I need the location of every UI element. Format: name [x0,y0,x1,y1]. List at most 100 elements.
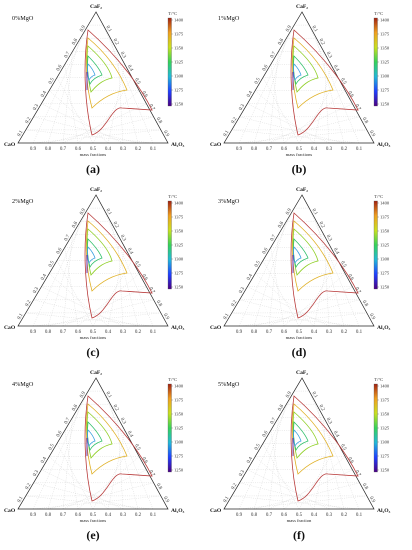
isotherm-1350 [86,411,113,459]
grid-line [231,495,360,510]
tick-label-left: 0.4 [40,456,48,464]
colorbar-tick-label: 1400 [174,201,184,206]
tick-label-bottom: 0.7 [266,513,273,518]
grid-line [32,208,89,327]
tick-label-left: 0.6 [262,247,270,255]
panel-label-a: (a) [73,162,113,177]
grid-line [313,247,331,327]
isotherm-group [84,29,153,136]
colorbar-tick-label: 1325 [174,60,184,65]
grid-line [316,221,345,327]
tick-label-left: 0.3 [239,103,247,111]
tick-label-left: 0.4 [246,90,254,98]
tick-label-bottom: 0.2 [135,513,142,518]
grid-line [253,482,360,510]
tick-label-right: 0.9 [368,496,376,504]
tick-label-right: 0.6 [140,91,148,99]
colorbar-tick-label: 1350 [380,229,390,234]
tick-label-bottom: 0.8 [251,513,258,518]
colorbar-tick-label: 1325 [380,426,390,431]
colorbar-tick-label: 1350 [380,46,390,51]
grid-line [298,77,339,144]
tick-label-left: 0.8 [72,38,80,46]
colorbar-tick-label: 1275 [380,454,390,459]
tick-label-left: 0.3 [33,286,41,294]
colorbar [167,200,172,290]
colorbar-unit: T/°C [374,377,383,382]
axis-name: mass fraction [287,518,312,523]
isotherm-1300 [292,63,302,82]
tick-label-left: 0.6 [56,430,64,438]
tick-label-right: 0.5 [339,261,347,269]
panel-label-b: (b) [279,162,319,177]
grid-lines [25,207,161,327]
corner-label-caf2: CaF₂ [296,370,308,376]
tick-label-right: 0.2 [112,38,120,46]
grid-line [247,286,330,327]
tick-label-right: 0.7 [354,104,362,112]
panel-label-f: (f) [279,528,319,543]
axis-name: mass fractions [286,152,313,157]
tick-label-left: 0.1 [17,495,25,503]
grid-line [231,129,360,144]
tick-label-right: 0.1 [104,208,112,216]
isotherm-1400 [84,395,153,502]
isotherm-1375 [85,403,128,475]
isotherm-1400 [84,29,153,136]
corner-label-al2o3: Al₂O₃ [171,142,185,148]
colorbar-tick-label: 1300 [380,257,390,262]
ternary-plot: 0.9 0.8 0.7 0.6 0.5 0.4 0.3 0.2 0.10.10.20.30.40… [210,187,391,340]
colorbar-tick-label: 1300 [174,257,184,262]
tick-label-left: 0.6 [56,247,64,255]
tick-label-bottom: 0.2 [341,513,348,518]
tick-label-right: 0.5 [133,444,141,452]
colorbar-tick-label: 1300 [380,74,390,79]
grid-line [262,443,300,510]
panel-letter: (f) [293,528,305,542]
tick-label-bottom: 0.5 [90,147,97,152]
tick-label-left: 0.5 [254,260,262,268]
tick-label-left: 0.4 [246,273,254,281]
colorbar-tick-label: 1375 [380,398,390,403]
tick-label-left: 0.8 [278,221,286,229]
grid-line [313,430,331,510]
colorbar [167,17,172,107]
tick-label-left: 0.5 [48,260,56,268]
tick-label-left: 0.7 [64,51,72,59]
grid-line [238,391,295,510]
tick-label-right: 0.5 [133,78,141,86]
tick-label-bottom: 0.8 [251,330,258,335]
tick-label-bottom: 0.8 [45,513,52,518]
tick-label-bottom: 0.8 [45,147,52,152]
panel-title: 1%MgO [218,15,240,22]
colorbar-tick-label: 1375 [174,398,184,403]
grid-line [247,103,330,144]
colorbar-tick-label: 1350 [174,46,184,51]
tick-label-bottom: 0.6 [281,330,288,335]
tick-label-right: 0.4 [126,247,134,255]
grid-line [253,299,360,327]
isotherm-1350 [86,228,113,276]
grid-lines [231,390,367,510]
grid-line [316,404,345,510]
tick-label-bottom: 0.7 [60,330,67,335]
grid-line [56,77,94,144]
tick-label-bottom: 0.3 [120,147,127,152]
corner-label-cao: CaO [4,325,16,331]
colorbar-tick-label: 1375 [174,215,184,220]
corner-label-al2o3: Al₂O₃ [171,508,185,514]
tick-label-left: 0.4 [40,90,48,98]
tick-label-bottom: 0.8 [45,330,52,335]
colorbar-tick-label: 1400 [380,201,390,206]
isotherm-1375 [291,37,334,109]
colorbar-tick-label: 1375 [380,32,390,37]
tick-label-left: 0.2 [231,116,239,124]
colorbar-unit: T/°C [374,194,383,199]
grid-line [262,77,300,144]
tick-label-left: 0.4 [246,456,254,464]
corner-label-caf2: CaF₂ [90,4,102,10]
tick-label-left: 0.9 [79,25,87,33]
isotherm-1300 [86,429,96,448]
tick-label-bottom: 0.4 [105,147,112,152]
